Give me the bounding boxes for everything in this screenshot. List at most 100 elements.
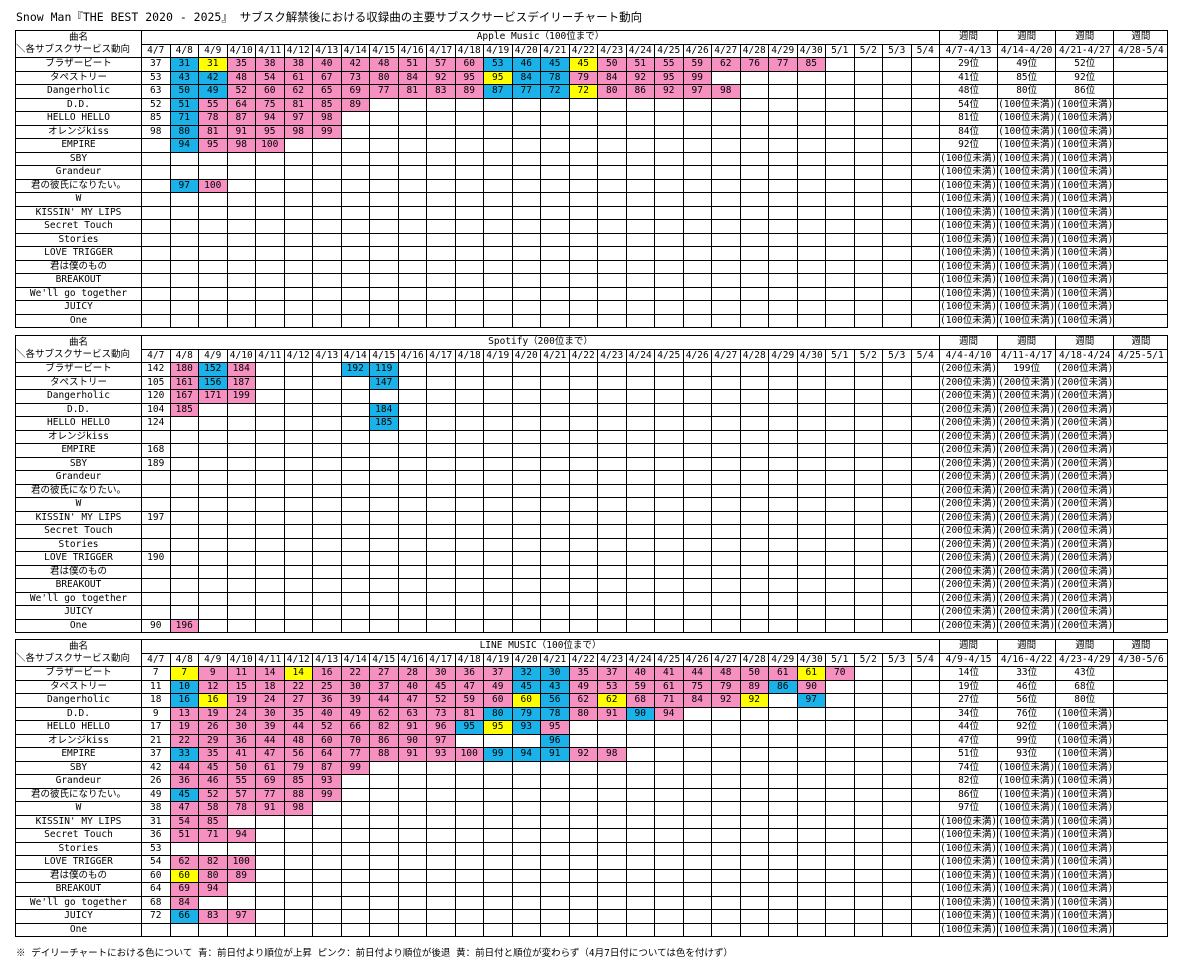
weekly-rank: (200位未満)	[1055, 362, 1115, 377]
daily-rank	[198, 402, 228, 417]
daily-rank	[540, 551, 570, 566]
daily-rank	[682, 470, 712, 485]
daily-rank	[768, 165, 798, 180]
table-row: We'll go together 68 84 (100位未満) (100位未満) (10…	[15, 895, 1169, 910]
date-header: 4/26	[682, 652, 712, 667]
table-row: オレンジkiss 21 22 29 36 44 48 60 70 86 90 97 96 47位 99位 (1…	[15, 733, 1169, 748]
daily-rank	[141, 524, 171, 539]
table-row: SBY 189 (200位未満) (200位未満) (200位未満)	[15, 456, 1169, 471]
daily-rank	[853, 124, 883, 139]
daily-rank: 60	[312, 733, 342, 748]
weekly-rank: (200位未満)	[1055, 375, 1115, 390]
daily-rank	[853, 111, 883, 126]
daily-rank	[682, 362, 712, 377]
daily-rank	[910, 868, 940, 883]
daily-rank	[511, 151, 541, 166]
daily-rank	[711, 443, 741, 458]
date-header: 4/24	[625, 43, 655, 58]
daily-rank: 62	[283, 84, 313, 99]
daily-rank	[283, 922, 313, 937]
weekly-rank: (100位未満)	[997, 286, 1057, 301]
daily-rank	[426, 300, 456, 315]
daily-rank	[397, 760, 427, 775]
daily-rank	[739, 922, 769, 937]
weekly-rank: (100位未満)	[997, 165, 1057, 180]
daily-rank	[568, 313, 598, 328]
daily-rank	[853, 402, 883, 417]
daily-rank	[711, 774, 741, 789]
weekly-rank	[1113, 313, 1169, 328]
daily-rank	[483, 537, 513, 552]
daily-rank	[454, 882, 484, 897]
daily-rank: 89	[454, 84, 484, 99]
daily-rank	[711, 801, 741, 816]
table-row: LOVE TRIGGER 190 (200位未満) (200位未満) (200位未満)	[15, 551, 1169, 566]
daily-rank: 88	[369, 747, 399, 762]
daily-rank: 44	[369, 693, 399, 708]
daily-rank	[682, 720, 712, 735]
daily-rank	[739, 389, 769, 404]
daily-rank	[825, 747, 855, 762]
daily-rank	[825, 124, 855, 139]
daily-rank	[796, 192, 826, 207]
daily-rank	[340, 578, 370, 593]
daily-rank	[312, 286, 342, 301]
daily-rank	[682, 416, 712, 431]
daily-rank: 100	[454, 747, 484, 762]
daily-rank	[768, 456, 798, 471]
daily-rank	[910, 564, 940, 579]
daily-rank	[540, 564, 570, 579]
daily-rank	[654, 97, 684, 112]
daily-rank	[768, 524, 798, 539]
daily-rank: 40	[312, 57, 342, 72]
daily-rank	[597, 909, 627, 924]
daily-rank	[654, 733, 684, 748]
daily-rank	[597, 219, 627, 234]
daily-rank	[568, 300, 598, 315]
daily-rank: 69	[255, 774, 285, 789]
weekly-rank: 80位	[1055, 693, 1115, 708]
daily-rank	[654, 313, 684, 328]
daily-rank	[454, 259, 484, 274]
date-header: 4/27	[711, 348, 741, 363]
daily-rank: 81	[198, 124, 228, 139]
daily-rank	[739, 429, 769, 444]
daily-rank	[568, 192, 598, 207]
daily-rank	[825, 246, 855, 261]
daily-rank	[454, 375, 484, 390]
daily-rank: 79	[511, 706, 541, 721]
daily-rank	[682, 300, 712, 315]
daily-rank	[397, 591, 427, 606]
weekly-rank: (200位未満)	[938, 456, 999, 471]
daily-rank	[454, 787, 484, 802]
weekly-rank: 43位	[1055, 666, 1115, 681]
daily-rank: 97	[169, 178, 199, 193]
weekly-rank: (200位未満)	[938, 605, 999, 620]
daily-rank	[369, 178, 399, 193]
daily-rank	[369, 855, 399, 870]
daily-rank	[739, 841, 769, 856]
daily-rank	[910, 443, 940, 458]
weekly-rank: (200位未満)	[997, 375, 1057, 390]
daily-rank	[910, 273, 940, 288]
weekly-rank: (100位未満)	[1055, 259, 1115, 274]
weekly-rank: (200位未満)	[938, 443, 999, 458]
weekly-rank: (100位未満)	[1055, 138, 1115, 153]
daily-rank	[739, 402, 769, 417]
daily-rank	[597, 551, 627, 566]
weekly-rank: (100位未満)	[997, 760, 1057, 775]
table-row: EMPIRE 168 (200位未満) (200位未満) (200位未満)	[15, 443, 1169, 458]
weekly-rank: (200位未満)	[1055, 605, 1115, 620]
daily-rank	[739, 362, 769, 377]
daily-rank	[910, 814, 940, 829]
daily-rank	[568, 882, 598, 897]
daily-rank	[397, 124, 427, 139]
table-row: EMPIRE 37 33 35 41 47 56 64 77 88 91 93 100 99 94 91 92 9…	[15, 747, 1169, 762]
daily-rank	[454, 605, 484, 620]
daily-rank	[739, 828, 769, 843]
table-row: オレンジkiss 98 80 81 91 95 98 99 84位 (100位未満) (100位未満…	[15, 124, 1169, 139]
daily-rank	[597, 416, 627, 431]
daily-rank	[625, 246, 655, 261]
song-name: One	[15, 618, 142, 633]
daily-rank: 87	[312, 760, 342, 775]
